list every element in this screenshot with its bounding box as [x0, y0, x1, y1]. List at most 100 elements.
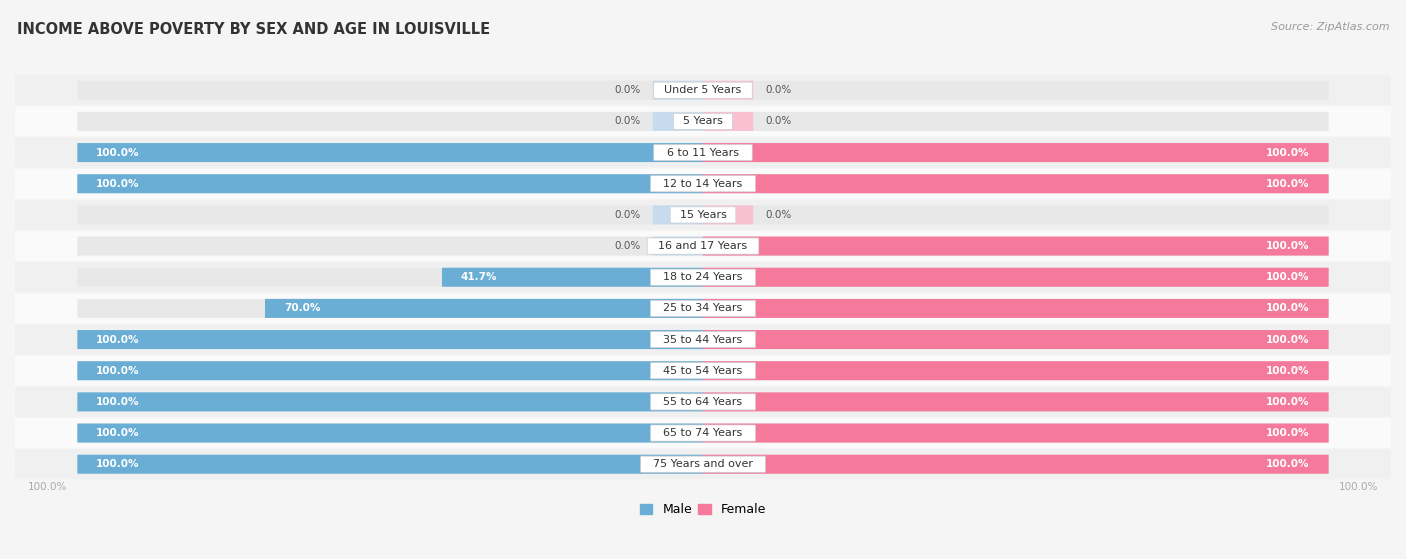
FancyBboxPatch shape	[77, 392, 703, 411]
Text: 12 to 14 Years: 12 to 14 Years	[664, 179, 742, 189]
FancyBboxPatch shape	[654, 144, 752, 160]
Text: 100.0%: 100.0%	[96, 366, 139, 376]
Text: 0.0%: 0.0%	[614, 116, 641, 126]
FancyBboxPatch shape	[703, 112, 754, 131]
Text: 16 and 17 Years: 16 and 17 Years	[658, 241, 748, 251]
FancyBboxPatch shape	[703, 454, 1329, 473]
FancyBboxPatch shape	[703, 236, 1329, 255]
FancyBboxPatch shape	[703, 268, 1329, 287]
Text: Under 5 Years: Under 5 Years	[665, 85, 741, 95]
FancyBboxPatch shape	[651, 176, 755, 192]
FancyBboxPatch shape	[77, 454, 703, 473]
Text: 100.0%: 100.0%	[96, 179, 139, 189]
Text: 41.7%: 41.7%	[461, 272, 498, 282]
Legend: Male, Female: Male, Female	[636, 498, 770, 521]
FancyBboxPatch shape	[652, 112, 703, 131]
Text: 100.0%: 100.0%	[1267, 366, 1310, 376]
FancyBboxPatch shape	[703, 424, 1329, 443]
FancyBboxPatch shape	[703, 424, 1329, 443]
FancyBboxPatch shape	[703, 143, 1329, 162]
FancyBboxPatch shape	[77, 80, 703, 100]
FancyBboxPatch shape	[651, 331, 755, 348]
Text: 45 to 54 Years: 45 to 54 Years	[664, 366, 742, 376]
FancyBboxPatch shape	[703, 454, 1329, 473]
Text: 35 to 44 Years: 35 to 44 Years	[664, 334, 742, 344]
FancyBboxPatch shape	[652, 205, 703, 224]
Text: 100.0%: 100.0%	[1267, 241, 1310, 251]
FancyBboxPatch shape	[15, 356, 1391, 386]
Text: 65 to 74 Years: 65 to 74 Years	[664, 428, 742, 438]
FancyBboxPatch shape	[77, 424, 703, 443]
FancyBboxPatch shape	[703, 299, 1329, 318]
FancyBboxPatch shape	[673, 113, 733, 130]
FancyBboxPatch shape	[15, 200, 1391, 230]
FancyBboxPatch shape	[641, 456, 765, 472]
FancyBboxPatch shape	[15, 387, 1391, 417]
FancyBboxPatch shape	[15, 138, 1391, 168]
FancyBboxPatch shape	[703, 236, 1329, 255]
Text: 100.0%: 100.0%	[96, 148, 139, 158]
Text: 6 to 11 Years: 6 to 11 Years	[666, 148, 740, 158]
FancyBboxPatch shape	[652, 236, 703, 255]
FancyBboxPatch shape	[77, 174, 703, 193]
FancyBboxPatch shape	[703, 392, 1329, 411]
FancyBboxPatch shape	[77, 454, 703, 473]
Text: 100.0%: 100.0%	[96, 459, 139, 469]
Text: 100.0%: 100.0%	[1267, 334, 1310, 344]
FancyBboxPatch shape	[654, 82, 752, 98]
Text: 0.0%: 0.0%	[765, 85, 792, 95]
Text: 0.0%: 0.0%	[765, 116, 792, 126]
FancyBboxPatch shape	[671, 207, 735, 223]
Text: 100.0%: 100.0%	[1267, 459, 1310, 469]
FancyBboxPatch shape	[651, 269, 755, 285]
FancyBboxPatch shape	[15, 449, 1391, 479]
Text: 75 Years and over: 75 Years and over	[652, 459, 754, 469]
Text: 0.0%: 0.0%	[614, 241, 641, 251]
FancyBboxPatch shape	[651, 425, 755, 441]
FancyBboxPatch shape	[77, 361, 703, 380]
FancyBboxPatch shape	[77, 268, 703, 287]
FancyBboxPatch shape	[652, 80, 703, 100]
FancyBboxPatch shape	[703, 299, 1329, 318]
Text: 18 to 24 Years: 18 to 24 Years	[664, 272, 742, 282]
FancyBboxPatch shape	[651, 363, 755, 379]
FancyBboxPatch shape	[77, 143, 703, 162]
FancyBboxPatch shape	[703, 143, 1329, 162]
Text: 100.0%: 100.0%	[1267, 272, 1310, 282]
Text: 100.0%: 100.0%	[96, 397, 139, 407]
FancyBboxPatch shape	[264, 299, 703, 318]
Text: 100.0%: 100.0%	[1267, 148, 1310, 158]
Text: 0.0%: 0.0%	[765, 210, 792, 220]
Text: 100.0%: 100.0%	[96, 334, 139, 344]
Text: 5 Years: 5 Years	[683, 116, 723, 126]
FancyBboxPatch shape	[77, 330, 703, 349]
FancyBboxPatch shape	[15, 106, 1391, 136]
Text: 25 to 34 Years: 25 to 34 Years	[664, 304, 742, 314]
FancyBboxPatch shape	[15, 262, 1391, 292]
FancyBboxPatch shape	[77, 361, 703, 380]
FancyBboxPatch shape	[77, 299, 703, 318]
FancyBboxPatch shape	[15, 231, 1391, 261]
FancyBboxPatch shape	[77, 112, 703, 131]
Text: 15 Years: 15 Years	[679, 210, 727, 220]
Text: 0.0%: 0.0%	[614, 210, 641, 220]
FancyBboxPatch shape	[77, 424, 703, 443]
FancyBboxPatch shape	[703, 330, 1329, 349]
FancyBboxPatch shape	[77, 330, 703, 349]
FancyBboxPatch shape	[15, 169, 1391, 198]
FancyBboxPatch shape	[703, 174, 1329, 193]
FancyBboxPatch shape	[651, 300, 755, 316]
FancyBboxPatch shape	[703, 361, 1329, 380]
FancyBboxPatch shape	[703, 330, 1329, 349]
FancyBboxPatch shape	[77, 236, 703, 255]
FancyBboxPatch shape	[15, 418, 1391, 448]
FancyBboxPatch shape	[77, 392, 703, 411]
FancyBboxPatch shape	[651, 394, 755, 410]
Text: 100.0%: 100.0%	[96, 428, 139, 438]
Text: 55 to 64 Years: 55 to 64 Years	[664, 397, 742, 407]
Text: 100.0%: 100.0%	[1267, 304, 1310, 314]
Text: 100.0%: 100.0%	[1267, 428, 1310, 438]
Text: 100.0%: 100.0%	[1267, 179, 1310, 189]
FancyBboxPatch shape	[77, 205, 703, 224]
FancyBboxPatch shape	[703, 205, 754, 224]
